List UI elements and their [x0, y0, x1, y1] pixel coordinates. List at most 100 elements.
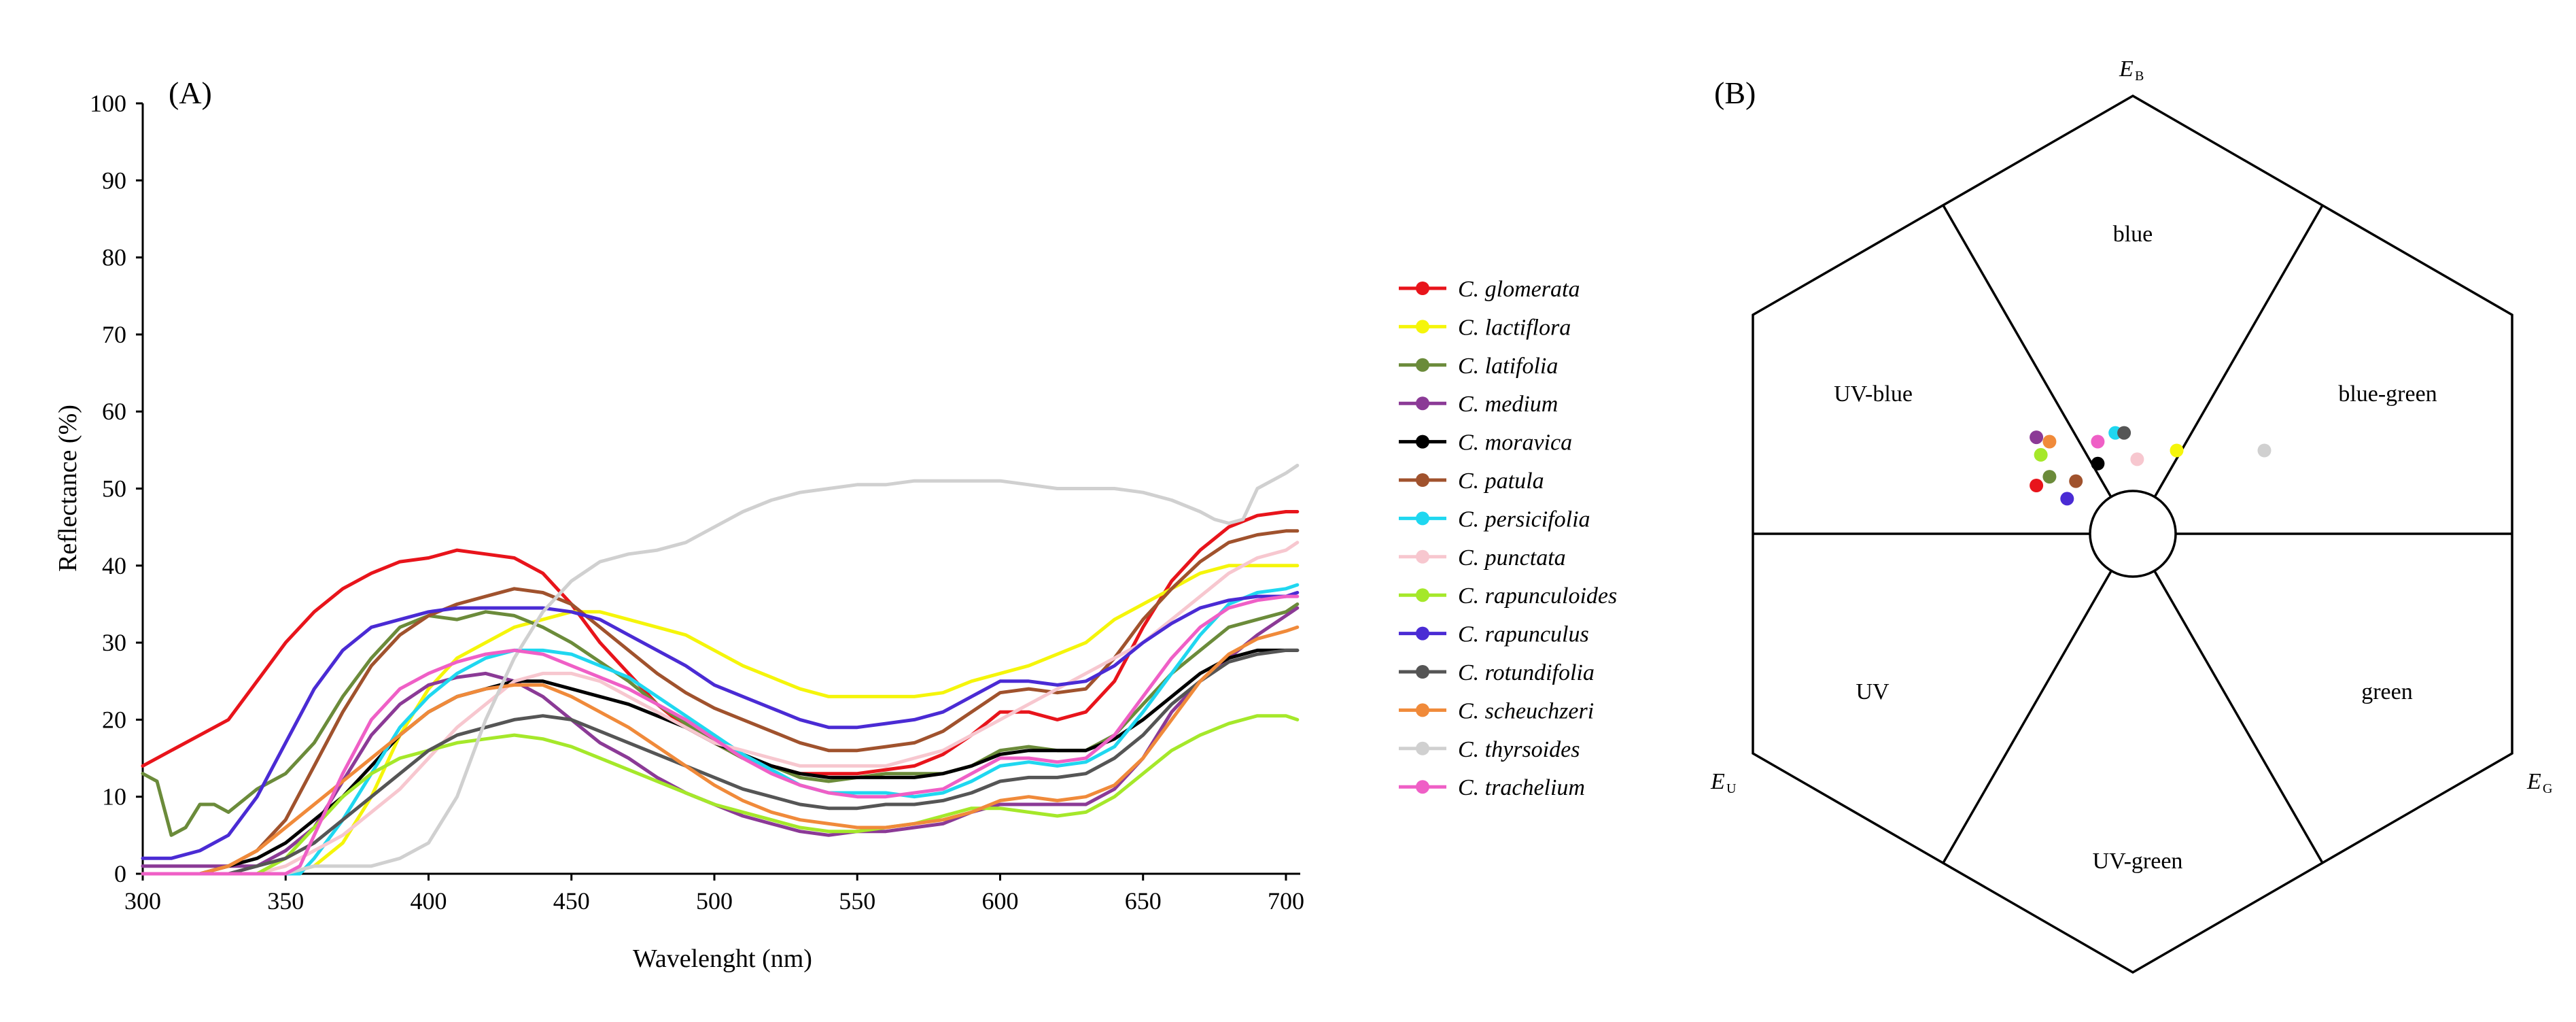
axis-label-eg: E G	[2526, 769, 2552, 796]
y-tick-label: 100	[90, 90, 126, 117]
legend-swatch-marker	[1416, 665, 1429, 679]
sector-label-uv-green: UV-green	[2093, 849, 2183, 874]
legend-label: C. rotundifolia	[1458, 660, 1595, 685]
sector-divider-lower-right	[2153, 570, 2324, 864]
legend-swatch-marker	[1416, 626, 1429, 641]
hex-point-c-rapunculus	[2060, 492, 2074, 506]
legend-label: C. persicifolia	[1458, 507, 1590, 532]
series-line-c-trachelium	[141, 594, 1300, 876]
sector-label-blue-green: blue-green	[2338, 381, 2437, 407]
y-tick-label: 30	[102, 629, 126, 656]
legend-label: C. rapunculoides	[1458, 583, 1617, 609]
hex-point-c-punctata	[2130, 452, 2144, 466]
legend-swatch-marker	[1416, 511, 1429, 526]
axis-label-eu-main: E	[1710, 769, 1725, 794]
axis-label-eb-main: E	[2119, 56, 2134, 82]
axis-label-eg-main: E	[2526, 769, 2541, 794]
legend-swatch-marker	[1416, 780, 1429, 794]
legend-label: C. rapunculus	[1458, 622, 1589, 647]
x-tick-label: 400	[410, 887, 447, 915]
x-ticks: 300 350 400 450 500 550 600 650 700	[124, 874, 1304, 915]
y-tick-label: 90	[102, 167, 126, 194]
x-tick-label: 450	[553, 887, 590, 915]
legend-swatch-marker	[1416, 358, 1429, 372]
x-axis-label: Wavelenght (nm)	[633, 944, 812, 973]
hex-point-c-moravica	[2091, 456, 2105, 471]
legend-swatch-marker	[1416, 473, 1429, 487]
y-ticks: 0 10 20 30 40 50 60 70 80 90 100	[90, 90, 143, 887]
sector-label-green: green	[2361, 679, 2413, 704]
sector-divider-upper-left	[1942, 205, 2112, 498]
legend-item-c-medium: C. medium	[1399, 392, 1558, 417]
axis-label-eg-sub: G	[2543, 781, 2552, 796]
series-line-c-lactiflora	[141, 564, 1300, 876]
legend-swatch-marker	[1416, 549, 1429, 564]
x-tick-label: 350	[267, 887, 304, 915]
axis-label-eu: E U	[1710, 769, 1737, 796]
legend-swatch-marker	[1416, 741, 1429, 755]
series-line-c-thyrsoides	[141, 464, 1300, 876]
x-tick-label: 600	[981, 887, 1018, 915]
legend-label: C. moravica	[1458, 430, 1572, 456]
hexagon-points	[2030, 426, 2272, 506]
legend-item-c-glomerata: C. glomerata	[1399, 277, 1580, 302]
hex-point-c-latifolia	[2042, 470, 2057, 484]
sector-label-blue: blue	[2113, 222, 2153, 247]
achromatic-centre-circle	[2089, 490, 2177, 578]
legend-swatch-marker	[1416, 396, 1429, 411]
y-tick-label: 50	[102, 475, 126, 503]
series-line-c-punctata	[141, 541, 1300, 876]
x-tick-label: 650	[1125, 887, 1162, 915]
hex-point-c-trachelium	[2091, 435, 2105, 449]
series-line-c-scheuchzeri	[141, 625, 1300, 876]
legend: C. glomerata C. lactiflora C. latifolia C. …	[1399, 277, 1617, 800]
legend-swatch-marker	[1416, 435, 1429, 449]
legend-label: C. scheuchzeri	[1458, 698, 1594, 723]
legend-item-c-patula: C. patula	[1399, 469, 1544, 494]
legend-label: C. trachelium	[1458, 775, 1585, 800]
panel-a: (A) 0 10 20 30 40 50 60 70 80 90 100 300 350 400 450 5…	[54, 75, 1617, 973]
legend-item-c-rotundifolia: C. rotundifolia	[1399, 660, 1595, 685]
x-tick-label: 700	[1268, 887, 1304, 915]
legend-item-c-punctata: C. punctata	[1399, 545, 1566, 570]
x-tick-label: 500	[696, 887, 733, 915]
hex-point-c-thyrsoides	[2257, 443, 2272, 458]
legend-item-c-trachelium: C. trachelium	[1399, 775, 1585, 800]
legend-item-c-thyrsoides: C. thyrsoides	[1399, 737, 1580, 762]
legend-item-c-rapunculus: C. rapunculus	[1399, 622, 1589, 647]
x-tick-label: 550	[839, 887, 875, 915]
legend-label: C. thyrsoides	[1458, 737, 1580, 762]
legend-label: C. medium	[1458, 392, 1558, 417]
panel-a-label: (A)	[169, 75, 212, 110]
panel-b-label: (B)	[1714, 75, 1756, 110]
series-line-c-patula	[141, 529, 1300, 876]
hex-point-c-scheuchzeri	[2042, 435, 2057, 449]
legend-swatch-marker	[1416, 320, 1429, 334]
axis-label-eu-sub: U	[1726, 781, 1737, 796]
series-line-c-rapunculoides	[141, 714, 1300, 876]
legend-label: C. punctata	[1458, 545, 1566, 570]
legend-item-c-latifolia: C. latifolia	[1399, 354, 1558, 379]
series-lines	[141, 464, 1300, 876]
legend-item-c-lactiflora: C. lactiflora	[1399, 315, 1571, 340]
series-line-c-rotundifolia	[141, 648, 1300, 876]
series-line-c-latifolia	[141, 602, 1300, 837]
x-tick-label: 300	[124, 887, 161, 915]
sector-divider-lower-left	[1942, 570, 2112, 864]
axis-label-eb-sub: B	[2135, 69, 2144, 84]
legend-label: C. latifolia	[1458, 354, 1558, 379]
y-tick-label: 40	[102, 552, 126, 579]
sector-label-uv: UV	[1856, 679, 1890, 704]
y-tick-label: 60	[102, 398, 126, 425]
hex-point-c-rapunculoides	[2034, 447, 2048, 462]
hex-point-c-patula	[2069, 474, 2083, 488]
y-tick-label: 20	[102, 706, 126, 733]
legend-swatch-marker	[1416, 282, 1429, 295]
hex-point-c-lactiflora	[2170, 443, 2184, 458]
hexagon-outline	[1752, 94, 2513, 974]
hex-point-c-glomerata	[2030, 479, 2044, 492]
legend-item-c-scheuchzeri: C. scheuchzeri	[1399, 698, 1594, 723]
hex-point-c-rotundifolia	[2117, 426, 2131, 440]
sector-label-uv-blue: UV-blue	[1834, 381, 1913, 407]
